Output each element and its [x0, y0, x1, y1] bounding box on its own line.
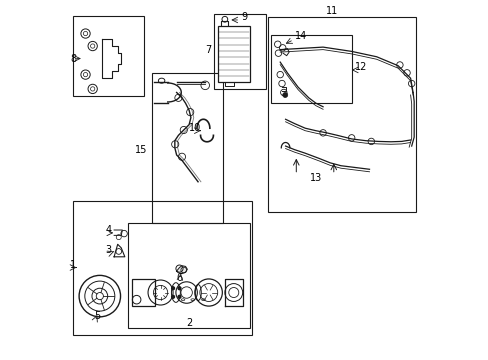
Bar — [73, 16, 144, 96]
Bar — [217, 26, 249, 82]
Circle shape — [178, 287, 181, 290]
Text: 2: 2 — [185, 318, 192, 328]
Text: 13: 13 — [309, 173, 322, 183]
Text: 1: 1 — [70, 260, 76, 270]
Polygon shape — [176, 266, 187, 274]
Bar — [267, 18, 415, 212]
Circle shape — [171, 287, 174, 290]
Text: 4: 4 — [105, 225, 111, 235]
Text: 8: 8 — [70, 54, 76, 64]
Text: 6: 6 — [176, 273, 182, 283]
Text: 7: 7 — [205, 45, 211, 55]
Text: 15: 15 — [135, 145, 147, 155]
Circle shape — [178, 296, 181, 298]
Bar — [132, 279, 155, 306]
Circle shape — [171, 296, 174, 298]
Text: 9: 9 — [241, 12, 246, 22]
Bar — [214, 14, 265, 89]
Text: 12: 12 — [354, 62, 366, 72]
Bar — [128, 223, 249, 328]
Text: 3: 3 — [105, 245, 111, 255]
Bar — [271, 35, 351, 103]
Bar — [151, 73, 223, 223]
Text: 14: 14 — [294, 31, 306, 41]
Circle shape — [282, 93, 287, 98]
Bar — [73, 202, 251, 336]
Text: 5: 5 — [94, 311, 100, 321]
Text: 10: 10 — [189, 123, 201, 133]
Text: 11: 11 — [325, 6, 338, 16]
